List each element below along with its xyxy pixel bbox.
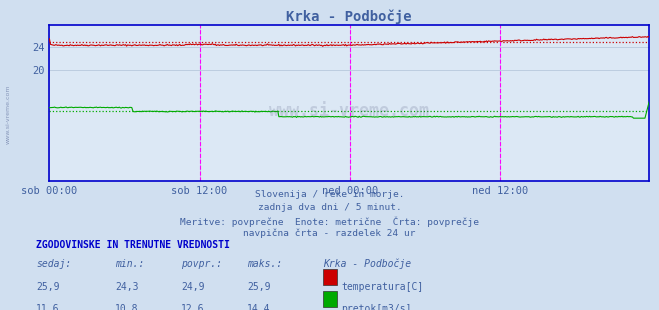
Text: min.:: min.: xyxy=(115,259,145,269)
Text: ZGODOVINSKE IN TRENUTNE VREDNOSTI: ZGODOVINSKE IN TRENUTNE VREDNOSTI xyxy=(36,240,230,250)
Text: maks.:: maks.: xyxy=(247,259,282,269)
Text: navpična črta - razdelek 24 ur: navpična črta - razdelek 24 ur xyxy=(243,229,416,238)
Text: 24,3: 24,3 xyxy=(115,282,139,292)
Text: Slovenija / reke in morje.: Slovenija / reke in morje. xyxy=(255,190,404,199)
Text: zadnja dva dni / 5 minut.: zadnja dva dni / 5 minut. xyxy=(258,203,401,212)
Text: temperatura[C]: temperatura[C] xyxy=(341,282,424,292)
Text: Krka - Podbočje: Krka - Podbočje xyxy=(323,259,411,269)
Text: 14,4: 14,4 xyxy=(247,304,271,310)
Text: 10,8: 10,8 xyxy=(115,304,139,310)
Text: pretok[m3/s]: pretok[m3/s] xyxy=(341,304,412,310)
Text: 25,9: 25,9 xyxy=(247,282,271,292)
Text: 24,9: 24,9 xyxy=(181,282,205,292)
Text: Meritve: povprečne  Enote: metrične  Črta: povprečje: Meritve: povprečne Enote: metrične Črta:… xyxy=(180,216,479,227)
Text: 12,6: 12,6 xyxy=(181,304,205,310)
Text: 25,9: 25,9 xyxy=(36,282,60,292)
Text: www.si-vreme.com: www.si-vreme.com xyxy=(270,102,429,120)
Text: sedaj:: sedaj: xyxy=(36,259,71,269)
Text: povpr.:: povpr.: xyxy=(181,259,222,269)
Text: 11,6: 11,6 xyxy=(36,304,60,310)
Text: www.si-vreme.com: www.si-vreme.com xyxy=(5,85,11,144)
Title: Krka - Podbočje: Krka - Podbočje xyxy=(287,9,412,24)
